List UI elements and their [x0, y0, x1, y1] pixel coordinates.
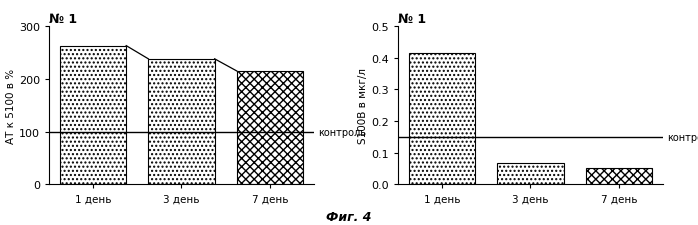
Bar: [586, 168, 652, 184]
Text: № 1: № 1: [398, 13, 426, 26]
Text: № 1: № 1: [49, 13, 77, 26]
Bar: [148, 60, 215, 184]
Bar: [497, 163, 564, 184]
Bar: [60, 46, 126, 184]
Bar: [409, 54, 475, 184]
Text: контроль: контроль: [318, 127, 366, 137]
Text: Фиг. 4: Фиг. 4: [326, 210, 372, 223]
Y-axis label: АТ к 5100 в %: АТ к 5100 в %: [6, 68, 16, 143]
Text: контроль: контроль: [667, 132, 698, 142]
Bar: [237, 72, 303, 184]
Y-axis label: S100B в мкг/л: S100B в мкг/л: [358, 68, 369, 144]
